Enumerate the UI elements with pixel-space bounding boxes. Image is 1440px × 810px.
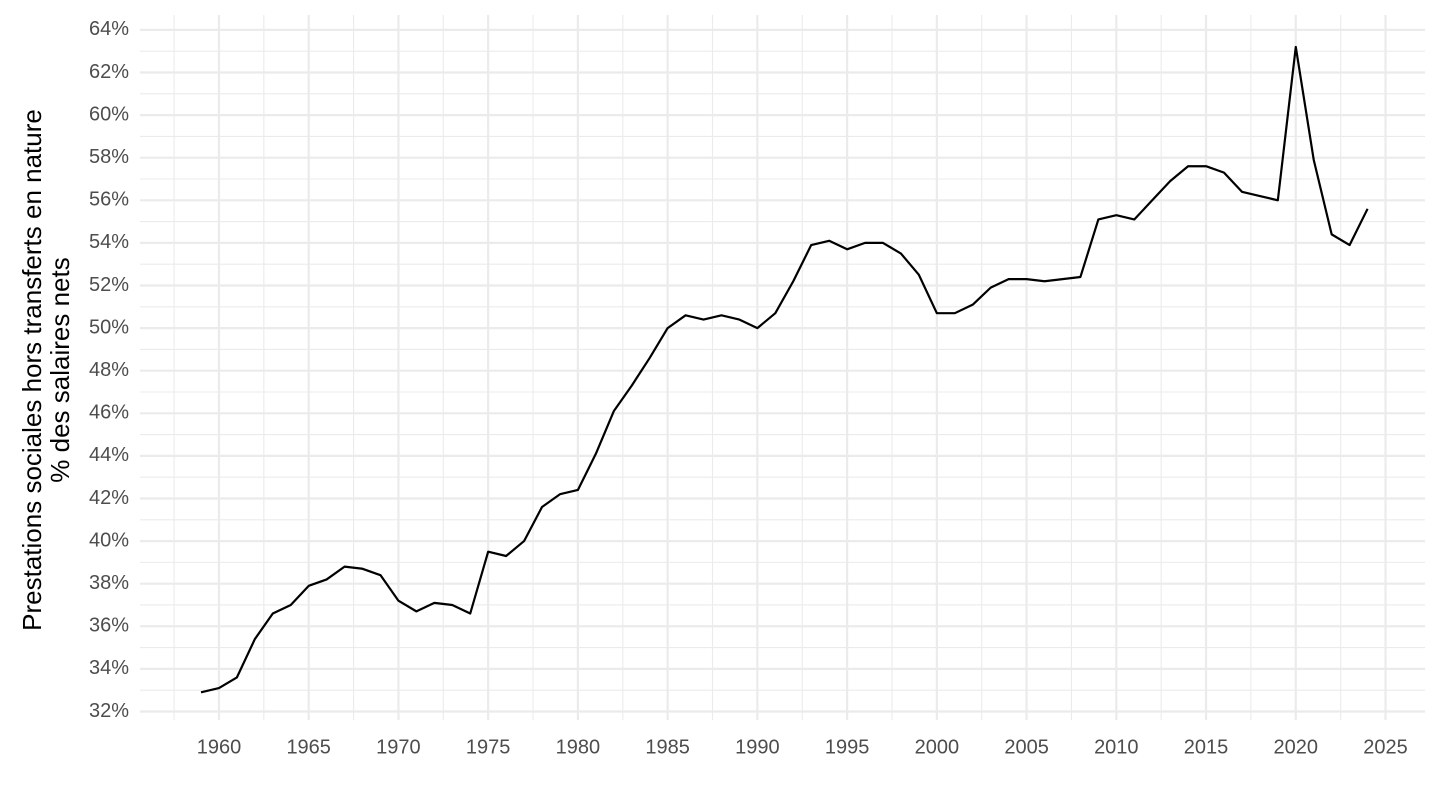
x-tick-label: 1970 (376, 736, 421, 758)
y-axis-title-line: Prestations sociales hors transferts en … (17, 109, 47, 631)
x-tick-label: 1980 (556, 736, 601, 758)
y-tick-label: 42% (89, 487, 129, 509)
x-tick-label: 1990 (735, 736, 780, 758)
y-axis-title-line: % des salaires nets (45, 257, 75, 482)
y-tick-label: 62% (89, 61, 129, 83)
x-tick-label: 1965 (286, 736, 331, 758)
y-tick-label: 58% (89, 146, 129, 168)
x-tick-label: 2025 (1363, 736, 1408, 758)
y-tick-label: 40% (89, 529, 129, 551)
y-axis-title: Prestations sociales hors transferts en … (17, 109, 75, 631)
y-tick-label: 50% (89, 316, 129, 338)
data-line (200, 45, 1369, 694)
y-tick-label: 64% (89, 18, 129, 40)
x-tick-label: 2010 (1094, 736, 1139, 758)
y-tick-label: 32% (89, 700, 129, 722)
y-tick-label: 54% (89, 231, 129, 253)
x-tick-label: 2000 (915, 736, 960, 758)
x-tick-label: 2015 (1184, 736, 1229, 758)
y-tick-label: 46% (89, 402, 129, 424)
x-tick-label: 1985 (645, 736, 690, 758)
x-tick-label: 2005 (1004, 736, 1049, 758)
x-tick-label: 1960 (197, 736, 242, 758)
y-tick-label: 56% (89, 189, 129, 211)
x-tick-label: 2020 (1274, 736, 1319, 758)
y-tick-label: 48% (89, 359, 129, 381)
y-tick-label: 44% (89, 444, 129, 466)
y-tick-label: 60% (89, 103, 129, 125)
y-tick-label: 36% (89, 615, 129, 637)
x-tick-label: 1975 (466, 736, 511, 758)
y-tick-label: 52% (89, 274, 129, 296)
x-tick-label: 1995 (825, 736, 870, 758)
y-tick-label: 34% (89, 657, 129, 679)
y-tick-label: 38% (89, 572, 129, 594)
